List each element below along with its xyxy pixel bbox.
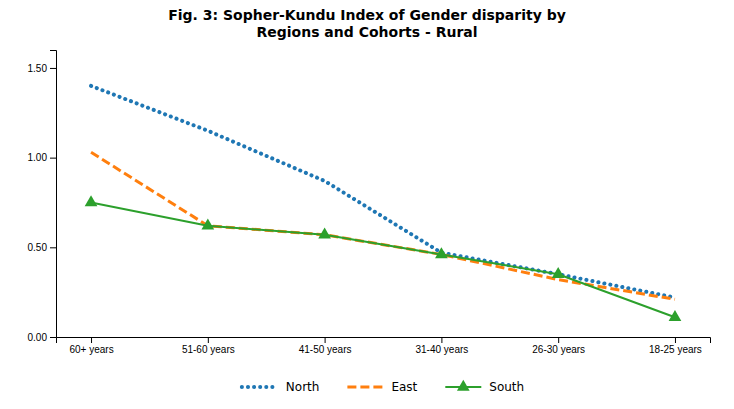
x-tick-label: 60+ years	[69, 344, 113, 355]
x-tick-mark	[675, 337, 676, 343]
title-line: Fig. 3: Sopher-Kundu Index of Gender dis…	[168, 7, 566, 23]
y-tick-mark	[50, 337, 56, 338]
x-tick: 51-60 years	[182, 337, 235, 355]
x-tick-mark	[91, 337, 92, 343]
series-line	[91, 152, 675, 299]
marker	[552, 267, 565, 278]
y-tick-label: 0.00	[28, 332, 48, 343]
x-tick: 18-25 years	[649, 337, 702, 355]
legend-label: North	[286, 380, 320, 394]
x-axis-line	[57, 338, 711, 344]
title: Fig. 3: Sopher-Kundu Index of Gender dis…	[168, 7, 566, 40]
plot: 0.00 0.50 1.00 1.50 60+ years 51-60 years 41-5…	[28, 51, 711, 356]
x-tick-label: 31-40 years	[415, 344, 468, 355]
series-line	[91, 202, 675, 317]
x-tick: 26-30 years	[532, 337, 585, 355]
marker	[669, 310, 682, 321]
y-tick: 1.00	[28, 152, 56, 163]
x-tick-mark	[558, 337, 559, 343]
y-tick-label: 1.00	[28, 152, 48, 163]
legend-label: East	[391, 380, 417, 394]
legend-swatch	[242, 385, 278, 389]
legend-swatch	[347, 386, 383, 389]
legend-item: South	[445, 380, 524, 395]
marker	[435, 247, 448, 258]
x-tick-mark	[208, 337, 209, 343]
x-tick-label: 41-50 years	[299, 344, 352, 355]
y-tick: 1.50	[28, 63, 56, 74]
y-axis-line	[50, 51, 57, 338]
y-tick-mark	[50, 68, 56, 69]
y-tick-mark	[50, 158, 56, 159]
y-tick-label: 0.50	[28, 242, 48, 253]
marker	[201, 218, 214, 229]
series-line	[91, 86, 675, 298]
y-axis: 0.00 0.50 1.00 1.50	[28, 51, 57, 343]
x-tick: 60+ years	[69, 337, 113, 355]
legend-marker	[457, 380, 470, 391]
y-tick-mark	[50, 247, 56, 248]
x-tick: 41-50 years	[299, 337, 352, 355]
x-tick-mark	[325, 337, 326, 343]
x-tick-label: 51-60 years	[182, 344, 235, 355]
marker	[85, 195, 98, 206]
y-tick-label: 1.50	[28, 63, 48, 74]
legend: North East South	[242, 380, 524, 395]
x-tick-label: 26-30 years	[532, 344, 585, 355]
title-line: Regions and Cohorts - Rural	[256, 24, 477, 40]
x-tick-label: 18-25 years	[649, 344, 702, 355]
x-axis: 60+ years 51-60 years 41-50 years 31-40 yea…	[57, 337, 711, 355]
series-group	[85, 86, 682, 321]
legend-item: East	[347, 380, 417, 394]
x-tick-mark	[441, 337, 442, 343]
x-tick: 31-40 years	[415, 337, 468, 355]
legend-label: South	[489, 380, 524, 394]
chart: Fig. 3: Sopher-Kundu Index of Gender dis…	[0, 0, 734, 409]
legend-item: North	[242, 380, 320, 394]
y-tick: 0.00	[28, 332, 56, 343]
marker	[318, 227, 331, 238]
y-tick: 0.50	[28, 242, 56, 253]
